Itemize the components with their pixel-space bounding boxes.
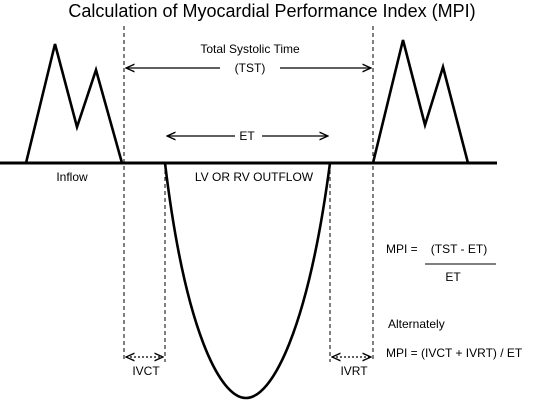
- et-label: ET: [239, 129, 255, 143]
- outflow-waveform: [163, 162, 332, 400]
- mpi-numerator: (TST - ET): [431, 242, 487, 256]
- tst-label: Total Systolic Time: [200, 42, 300, 56]
- mpi-prefix: MPI =: [386, 242, 418, 256]
- tst-abbrev-label: (TST): [235, 61, 266, 75]
- alternate-formula: MPI = (IVCT + IVRT) / ET: [386, 346, 523, 360]
- ivrt-label: IVRT: [340, 364, 368, 378]
- inflow-label: Inflow: [56, 170, 88, 184]
- inflow-waveform-right: [371, 39, 470, 164]
- inflow-waveform-left: [24, 43, 124, 164]
- ivct-label: IVCT: [132, 364, 160, 378]
- outflow-label: LV OR RV OUTFLOW: [195, 170, 314, 184]
- alternately-label: Alternately: [388, 317, 445, 331]
- mpi-denominator: ET: [445, 270, 461, 284]
- diagram-title: Calculation of Myocardial Performance In…: [68, 1, 475, 21]
